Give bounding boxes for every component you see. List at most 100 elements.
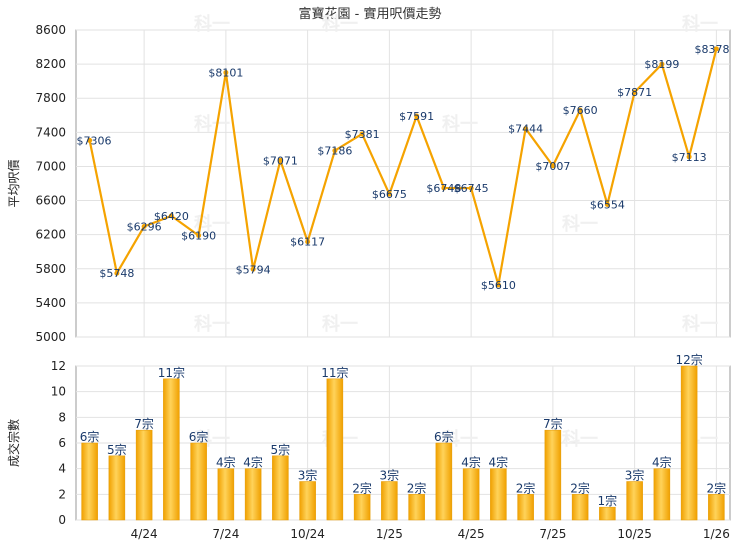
- price-data-label: $7306: [77, 134, 112, 147]
- transaction-bar: [108, 455, 126, 521]
- chart-title: 富寶花園 - 實用呎價走勢: [299, 6, 442, 22]
- bar-y-tick-label: 0: [58, 513, 66, 527]
- line-y-axis-label: 平均呎價: [7, 159, 21, 207]
- price-data-label: $6554: [590, 198, 625, 211]
- transaction-bar: [135, 429, 153, 521]
- transaction-bar: [299, 481, 316, 521]
- bar-y-axis-label: 成交宗數: [6, 419, 21, 467]
- bar-y-tick-label: 2: [58, 487, 66, 501]
- price-point: [386, 191, 392, 197]
- transaction-data-label: 12宗: [675, 352, 702, 367]
- transaction-data-label: 7宗: [543, 416, 563, 431]
- transaction-bar: [81, 442, 98, 521]
- transaction-bar: [599, 506, 616, 521]
- transaction-bar: [326, 378, 344, 521]
- transaction-data-label: 2宗: [352, 480, 372, 495]
- price-data-label: $5748: [99, 267, 134, 280]
- bar-y-tick-label: 10: [51, 385, 66, 399]
- price-point: [468, 185, 474, 191]
- price-point: [168, 213, 174, 219]
- line-y-tick-label: 7800: [35, 91, 66, 105]
- price-point: [87, 137, 93, 143]
- price-data-label: $6420: [154, 210, 189, 223]
- transaction-data-label: 1宗: [598, 493, 618, 508]
- transaction-bar: [680, 365, 698, 521]
- transaction-data-label: 3宗: [625, 468, 645, 483]
- price-data-label: $7007: [535, 160, 570, 173]
- watermark: 科一: [194, 213, 230, 235]
- transaction-bar: [490, 468, 507, 521]
- bar-y-tick-label: 6: [58, 436, 66, 450]
- transaction-data-label: 6宗: [80, 429, 100, 444]
- price-point: [250, 266, 256, 272]
- transaction-bar: [217, 468, 235, 521]
- price-data-label: $6745: [454, 182, 489, 195]
- price-point: [577, 107, 583, 113]
- transaction-data-label: 6宗: [434, 429, 454, 444]
- transaction-data-label: 4宗: [461, 455, 481, 470]
- transaction-data-label: 5宗: [107, 442, 127, 457]
- watermark: 科一: [562, 428, 598, 450]
- price-data-label: $5610: [481, 279, 516, 292]
- line-y-tick-label: 5400: [35, 296, 66, 310]
- price-point: [414, 113, 420, 119]
- price-point: [495, 282, 501, 288]
- transaction-data-label: 4宗: [243, 455, 263, 470]
- line-y-tick-label: 6600: [35, 194, 66, 208]
- x-tick-label: 1/26: [703, 527, 730, 541]
- transaction-data-label: 11宗: [158, 365, 185, 380]
- price-data-label: $5794: [236, 263, 271, 276]
- watermark: 科一: [682, 13, 718, 35]
- x-tick-label: 10/25: [617, 527, 652, 541]
- transaction-bar: [462, 468, 480, 521]
- price-point: [359, 131, 365, 137]
- price-data-label: $7071: [263, 154, 298, 167]
- price-point: [114, 270, 120, 276]
- bar-y-tick-label: 12: [51, 359, 66, 373]
- transaction-bar: [435, 442, 453, 521]
- line-y-tick-label: 8600: [35, 23, 66, 37]
- price-point: [141, 223, 147, 229]
- transaction-data-label: 3宗: [298, 468, 318, 483]
- x-tick-label: 4/25: [458, 527, 485, 541]
- watermark: 科一: [682, 313, 718, 335]
- price-point: [604, 201, 610, 207]
- x-tick-label: 1/25: [376, 527, 403, 541]
- price-point: [223, 70, 229, 76]
- transaction-bar: [653, 468, 671, 521]
- price-series-line: [88, 48, 718, 287]
- transaction-data-label: 2宗: [707, 480, 727, 495]
- transaction-bar: [381, 481, 398, 521]
- transaction-data-label: 5宗: [271, 442, 291, 457]
- price-data-label: $6117: [290, 236, 325, 249]
- transaction-data-label: 2宗: [407, 480, 427, 495]
- transaction-bar: [190, 442, 207, 521]
- price-data-label: $6190: [181, 230, 216, 243]
- line-y-tick-label: 5800: [35, 262, 66, 276]
- watermark: 科一: [322, 13, 358, 35]
- watermark: 科一: [194, 313, 230, 335]
- price-data-label: $6296: [127, 220, 162, 233]
- transaction-data-label: 3宗: [380, 468, 400, 483]
- price-data-label: $7186: [317, 145, 352, 158]
- price-data-label: $8101: [208, 67, 243, 80]
- price-point: [332, 148, 338, 154]
- price-data-label: $7381: [345, 128, 380, 141]
- transactions-bar-chart: 0 2 4 6 8 10 12 4/24 7/24 10/24 1/25 4/25 7/25 10/25 1…: [6, 352, 731, 541]
- watermark: 科一: [562, 213, 598, 235]
- price-data-label: $8378: [695, 43, 730, 56]
- line-y-tick-label: 7000: [35, 159, 66, 173]
- x-tick-label: 10/24: [290, 527, 325, 541]
- watermark: 科一: [194, 113, 230, 135]
- price-data-label: $7660: [563, 104, 598, 117]
- transaction-bar: [353, 494, 371, 521]
- transaction-bar: [626, 481, 643, 521]
- transaction-data-label: 2宗: [516, 480, 536, 495]
- watermark: 科一: [194, 13, 230, 35]
- bar-y-tick-label: 8: [58, 410, 66, 424]
- price-point: [441, 185, 447, 191]
- transaction-bar: [571, 494, 589, 521]
- transaction-bar: [244, 468, 262, 521]
- transaction-data-label: 6宗: [189, 429, 209, 444]
